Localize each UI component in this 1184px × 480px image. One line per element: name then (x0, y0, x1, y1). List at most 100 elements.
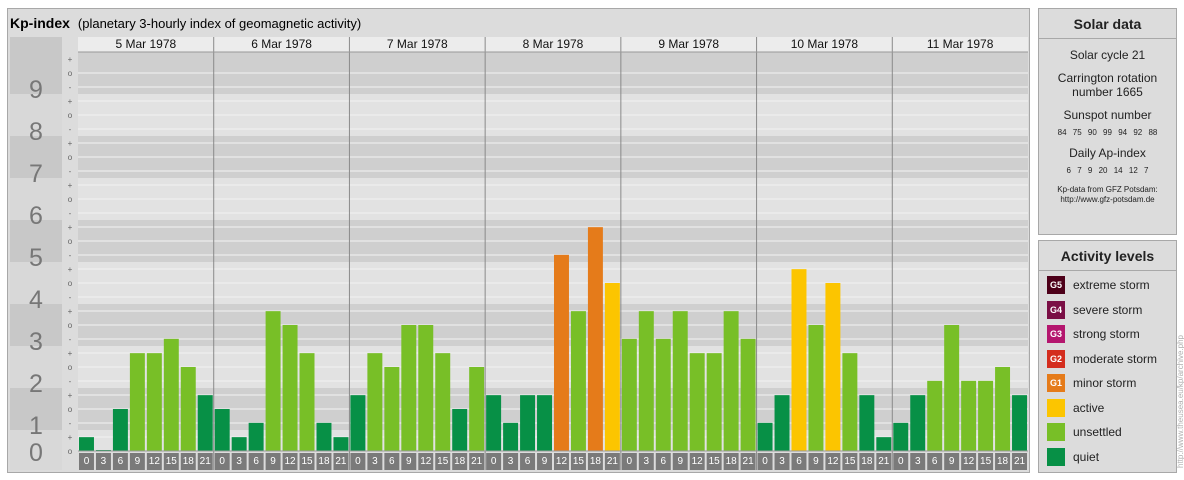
activity-swatch: G1 (1047, 374, 1065, 392)
day-label: 10 Mar 1978 (791, 37, 859, 51)
kp-bar (893, 422, 909, 451)
day-label: 9 Mar 1978 (658, 37, 719, 51)
interval-cell (723, 453, 739, 470)
interval-cell (893, 453, 909, 470)
day-header-cell (620, 37, 757, 52)
kp-bar (282, 325, 298, 451)
kp-bar (520, 395, 536, 451)
interval-end: 18 (980, 469, 992, 470)
interval-start: 0 (762, 456, 768, 467)
sub-tick: - (69, 209, 72, 218)
day-label: 5 Mar 1978 (116, 37, 177, 51)
interval-end: 15 (556, 469, 568, 470)
y-tick-label: 5 (29, 244, 43, 272)
kp-bar (961, 380, 977, 451)
activity-label: minor storm (1073, 376, 1137, 390)
sub-tick: o (68, 405, 73, 414)
kp-bar (672, 311, 688, 451)
sub-tick-column (62, 37, 78, 451)
interval-cell (910, 453, 926, 470)
interval-start: 3 (372, 456, 378, 467)
interval-cell (197, 453, 213, 470)
interval-cell (333, 453, 349, 470)
activity-label: quiet (1073, 449, 1100, 464)
interval-start: 12 (284, 456, 296, 467)
interval-end: 18 (301, 469, 313, 470)
interval-start: 12 (692, 456, 704, 467)
chart-header: Kp-index (planetary 3-hourly index of geo… (10, 15, 1010, 31)
sub-tick: - (69, 125, 72, 134)
interval-end: 9 (932, 469, 938, 470)
activity-label: extreme storm (1073, 278, 1150, 292)
interval-start: 18 (590, 456, 602, 467)
interval-cell (554, 453, 569, 470)
sub-tick: - (69, 419, 72, 428)
interval-cell (367, 453, 383, 470)
interval-end: 21 (997, 469, 1009, 470)
interval-end: 24 (335, 469, 347, 470)
sub-tick: + (68, 55, 73, 64)
interval-cell (163, 453, 179, 470)
interval-start: 15 (980, 456, 992, 467)
activity-level-quiet: quiet (1047, 447, 1172, 466)
kp-bar (621, 338, 637, 451)
interval-cell (299, 453, 315, 470)
interval-end: 18 (166, 469, 178, 470)
interval-end: 24 (471, 469, 483, 470)
interval-end: 21 (318, 469, 330, 470)
sub-tick: o (68, 447, 73, 456)
day-header-cell (349, 37, 486, 52)
interval-cell (638, 453, 654, 470)
kp-bar (842, 353, 858, 451)
interval-end: 12 (810, 469, 822, 470)
interval-start: 6 (525, 456, 531, 467)
interval-cell (978, 453, 994, 470)
ap-value-7: 7 (1144, 166, 1149, 175)
interval-end: 24 (878, 469, 890, 470)
kp-bar (587, 227, 603, 451)
activity-level-unsettled: unsettled (1047, 423, 1172, 441)
kp-bar (79, 437, 94, 451)
interval-end: 6 (915, 469, 921, 470)
sub-tick: - (69, 83, 72, 92)
ap-label: Daily Ap-index (1069, 146, 1146, 160)
interval-cell (859, 453, 875, 470)
interval-start: 3 (644, 456, 650, 467)
interval-start: 6 (796, 456, 802, 467)
kp-bar (537, 395, 552, 451)
kp-bar (604, 283, 620, 451)
interval-end: 3 (627, 469, 633, 470)
solar-cycle: Solar cycle 21 (1069, 48, 1146, 62)
sub-tick: + (68, 139, 73, 148)
sub-tick: + (68, 307, 73, 316)
sunspot-value-5: 94 (1118, 128, 1128, 137)
sub-tick: + (68, 391, 73, 400)
sub-tick: - (69, 167, 72, 176)
interval-end: 21 (861, 469, 873, 470)
interval-end: 3 (84, 469, 90, 470)
interval-cell (672, 453, 688, 470)
interval-cell (503, 453, 519, 470)
credit-link[interactable]: http://www.gfz-potsdam.de (1060, 195, 1155, 204)
interval-end: 24 (200, 469, 212, 470)
interval-cell (808, 453, 824, 470)
activity-label: moderate storm (1073, 351, 1158, 366)
chart-title: Kp-index (10, 15, 70, 31)
interval-cell (520, 453, 536, 470)
activity-level-active: active (1047, 398, 1172, 417)
interval-cell (876, 453, 892, 470)
interval-cell (1012, 453, 1027, 470)
activity-swatch (1047, 398, 1065, 417)
interval-start: 6 (253, 456, 259, 467)
y-band (10, 136, 62, 178)
interval-end: 21 (183, 469, 195, 470)
interval-cell (401, 453, 417, 470)
day-header-cell (485, 37, 621, 52)
interval-end: 21 (454, 469, 466, 470)
interval-start: 6 (389, 456, 395, 467)
solar-data-panel: Solar data Solar cycle 21 Carrington rot… (1038, 8, 1177, 235)
interval-start: 18 (861, 456, 873, 467)
interval-start: 21 (607, 456, 619, 467)
kp-bar (740, 338, 756, 451)
y-band (10, 262, 62, 304)
